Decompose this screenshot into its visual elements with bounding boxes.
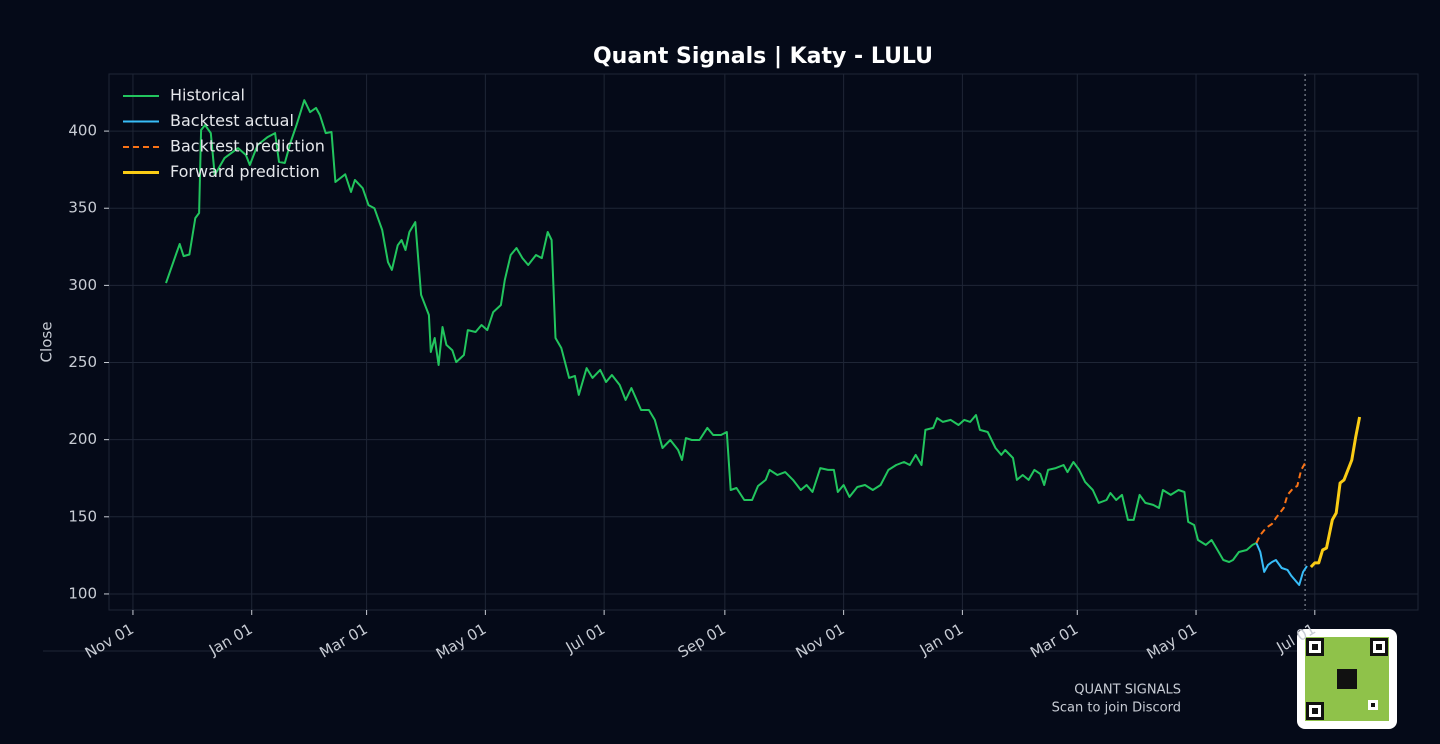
legend-label: Backtest prediction [170,137,325,156]
y-tick-label: 150 [68,507,97,525]
y-tick-label: 350 [68,199,97,217]
legend-label: Forward prediction [170,162,320,181]
y-tick-label: 400 [68,122,97,140]
y-axis-label: Close [38,322,56,363]
y-tick-label: 200 [68,430,97,448]
footer-caption: Scan to join Discord [1052,701,1181,716]
qr-code [1297,629,1397,729]
legend-label: Historical [170,86,245,105]
grid [109,74,1418,610]
y-tick-label: 250 [68,353,97,371]
series-line [165,99,1257,563]
plot-frame [108,73,1419,611]
y-tick-label: 300 [68,276,97,294]
series-line [1255,542,1308,586]
footer-brand: QUANT SIGNALS [1074,683,1181,698]
series-line [1309,416,1362,569]
series-line [1255,462,1306,544]
legend-label: Backtest actual [170,111,294,130]
y-tick-label: 100 [68,584,97,602]
chart-title: Quant Signals | Katy - LULU [593,44,933,69]
